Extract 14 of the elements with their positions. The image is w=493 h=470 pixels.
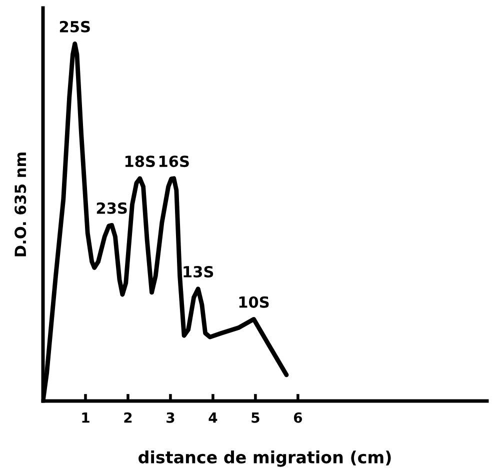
x-axis-title: distance de migration (cm) (138, 450, 391, 467)
x-tick-label: 1 (82, 412, 90, 423)
annotation: 13S (184, 266, 214, 278)
annotation: 10S (239, 296, 269, 308)
x-tick-label: 3 (166, 412, 174, 423)
x-tick-label: 4 (208, 412, 218, 423)
x-tick-label: 5 (252, 412, 260, 423)
annotation: 23S (96, 202, 127, 214)
y-axis-title: D.O. 635 nm (14, 152, 26, 256)
annotation: 18S (125, 156, 155, 168)
annotation: 25S (60, 20, 90, 32)
annotation: 16S (159, 156, 189, 168)
x-tick-label: 6 (294, 412, 302, 423)
x-tick-label: 2 (124, 412, 132, 423)
